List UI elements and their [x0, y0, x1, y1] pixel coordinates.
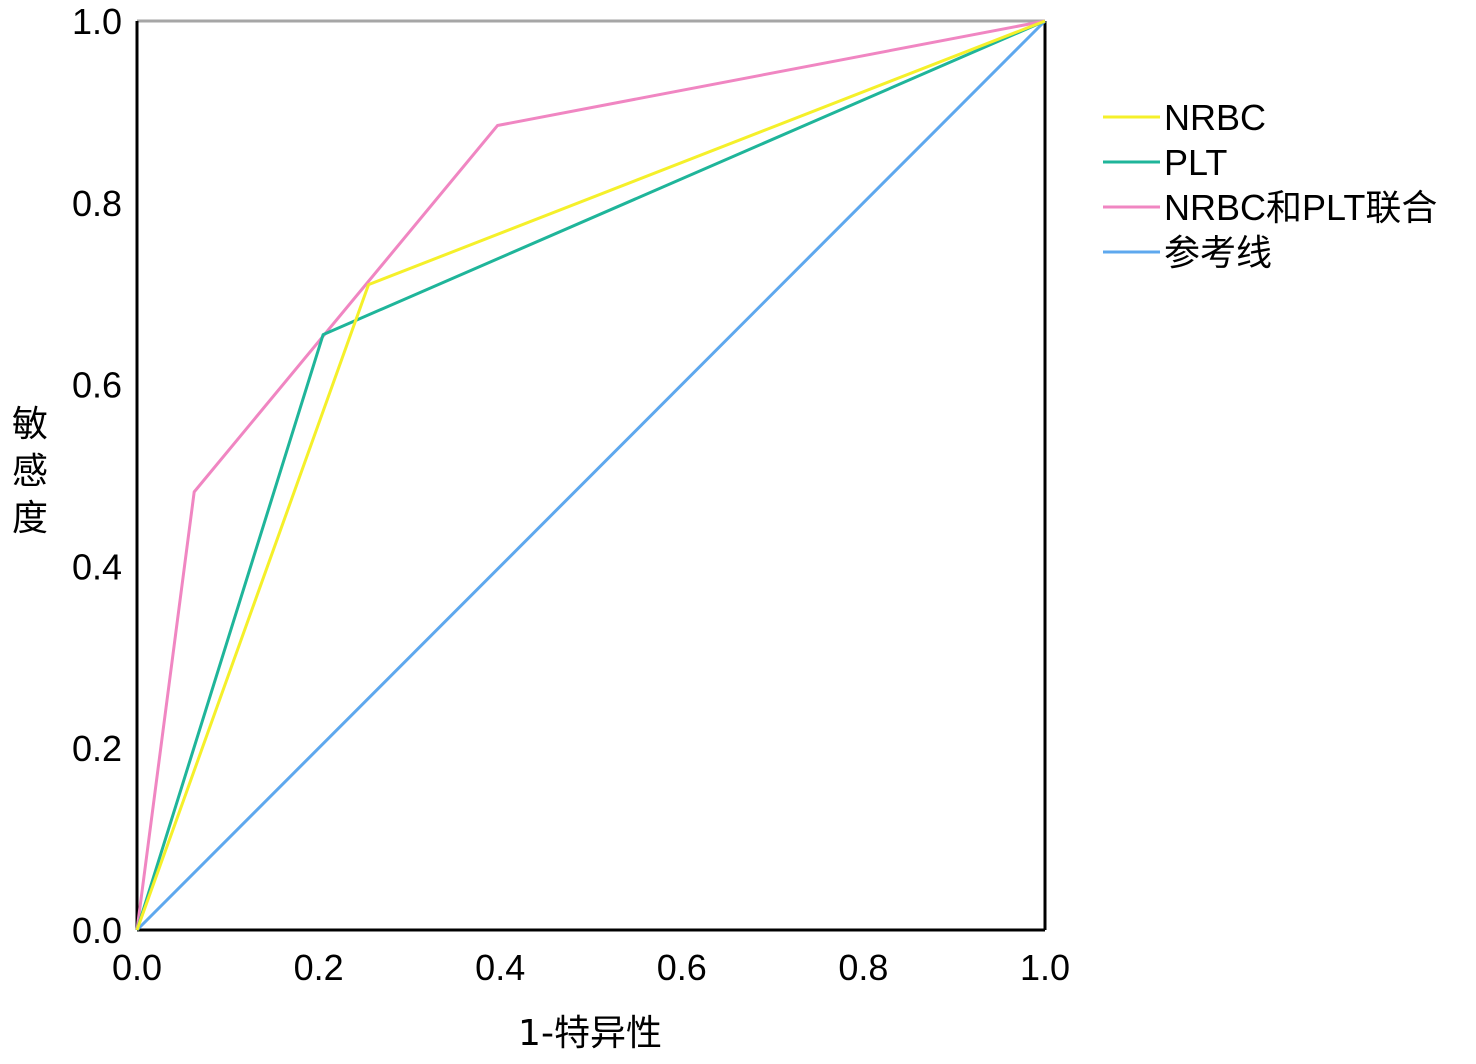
y-axis-title-char: 敏: [12, 404, 48, 445]
y-axis-title-char: 度: [12, 498, 48, 539]
series-line-0: [135, 19, 1046, 931]
x-tick-label: 0.8: [838, 947, 888, 988]
x-tick-labels: 0.0 0.2 0.4 0.6 0.8 1.0: [112, 947, 1070, 988]
legend-label: 参考线: [1164, 232, 1272, 273]
x-tick-label: 0.2: [294, 947, 344, 988]
y-tick-label: 0.2: [72, 728, 122, 769]
y-tick-label: 0.0: [72, 910, 122, 951]
series-line-1: [135, 19, 1046, 931]
y-tick-label: 1.0: [72, 1, 122, 42]
x-tick-label: 0.0: [112, 947, 162, 988]
y-axis-title: 敏感度: [12, 404, 48, 539]
series-layer: [135, 19, 1047, 932]
y-tick-label: 0.8: [72, 183, 122, 224]
y-tick-label: 0.4: [72, 546, 122, 587]
y-tick-labels: 0.0 0.2 0.4 0.6 0.8 1.0: [72, 1, 122, 951]
y-axis-title-char: 感: [12, 451, 48, 492]
x-axis-title: 1-特异性: [518, 1013, 662, 1054]
x-tick-label: 1.0: [1020, 947, 1070, 988]
y-tick-label: 0.6: [72, 365, 122, 406]
legend-label: NRBC: [1164, 97, 1266, 138]
x-tick-label: 0.6: [657, 947, 707, 988]
x-tick-label: 0.4: [475, 947, 525, 988]
legend-label: PLT: [1164, 142, 1227, 183]
series-line-3: [135, 19, 1047, 932]
legend-label: NRBC和PLT联合: [1164, 187, 1437, 228]
series-line-2: [135, 19, 1046, 931]
